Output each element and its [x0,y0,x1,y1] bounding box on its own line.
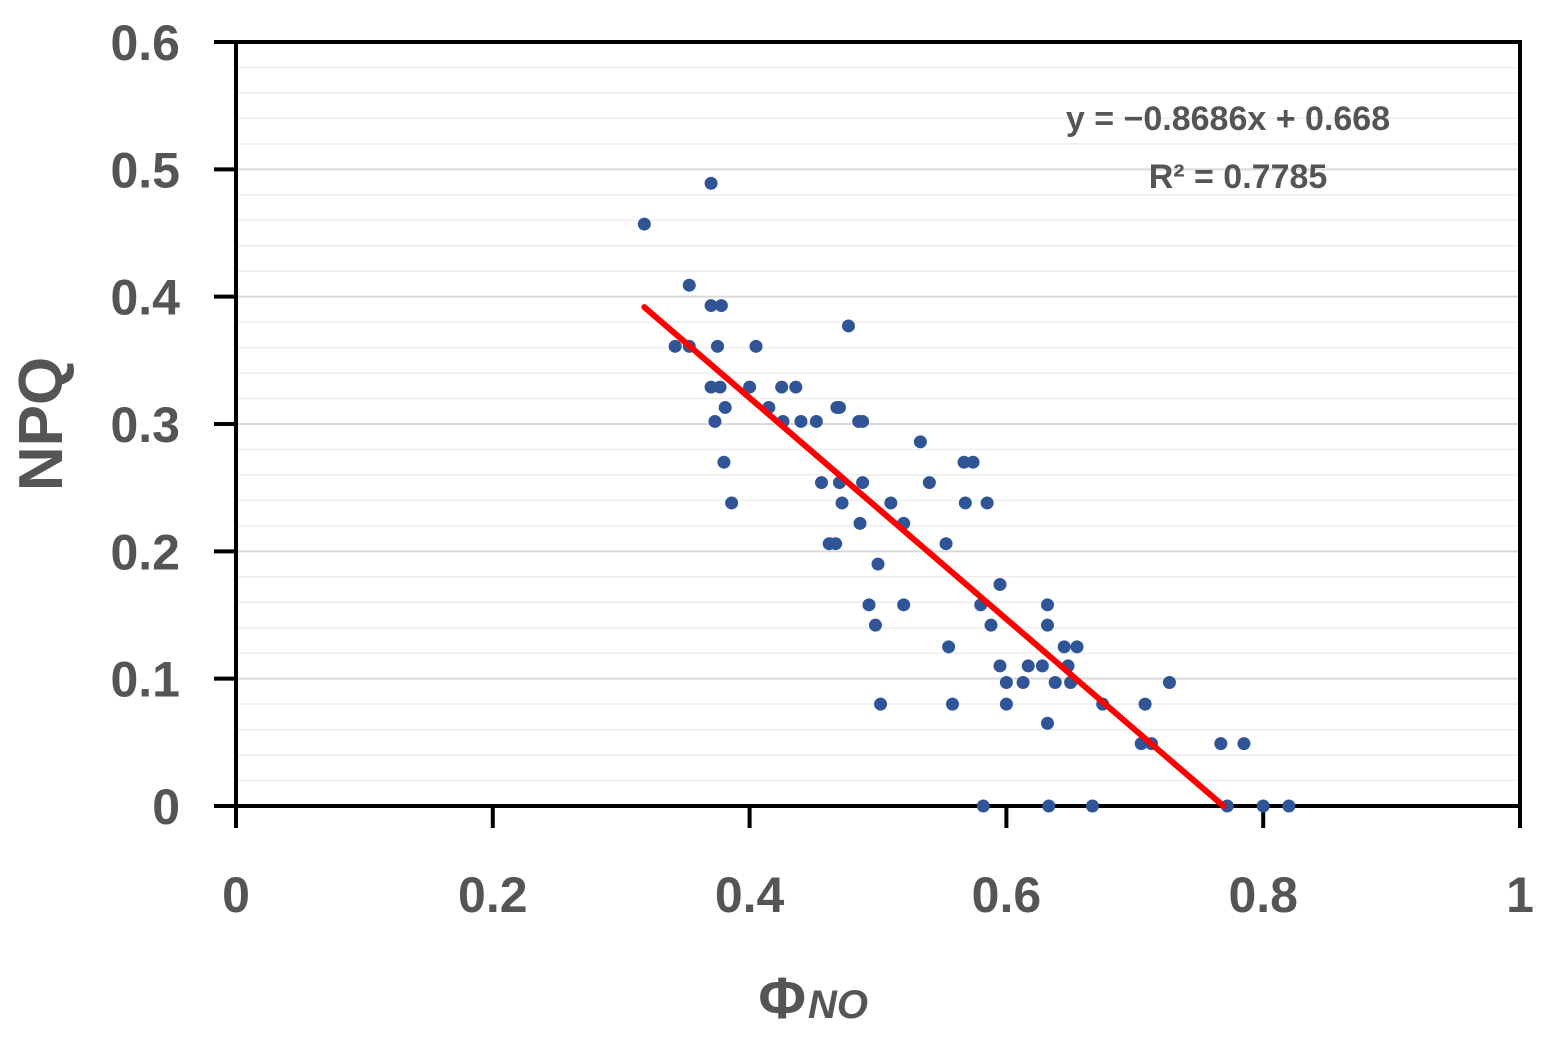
data-point [1021,659,1035,673]
data-point [775,380,789,394]
y-tick-label: 0.2 [110,524,180,580]
x-tick-label: 0.4 [715,867,785,923]
data-point [832,400,846,414]
data-point [957,455,971,469]
data-point [945,697,959,711]
data-point [958,496,972,510]
trendline [641,304,1227,809]
data-point [1214,737,1228,751]
data-point [789,380,803,394]
data-point [884,496,898,510]
data-point [1162,675,1176,689]
x-axis-title: Φ [758,966,806,1031]
data-point [1282,799,1296,813]
data-point [871,557,885,571]
data-point [1070,640,1084,654]
y-axis-title: NPQ [7,357,76,491]
data-point [939,537,953,551]
data-point [682,278,696,292]
data-point [999,675,1013,689]
x-tick-label: 0.8 [1228,867,1298,923]
data-point [711,339,724,353]
data-point [815,476,829,490]
x-axis-ticks: 0 0.2 0.4 0.6 0.8 1 [222,806,1534,923]
data-point [868,618,882,632]
data-point [835,496,849,510]
y-tick-label: 0 [152,779,180,835]
data-point [1040,598,1054,612]
x-tick-label: 0.6 [972,867,1042,923]
data-point [856,414,870,428]
data-point [966,455,980,469]
minor-gridlines [236,66,1520,782]
data-point [717,455,731,469]
data-point [984,618,998,632]
data-point [718,400,732,414]
data-point [841,319,855,333]
data-point [1256,799,1270,813]
data-point [993,577,1007,591]
data-point [980,496,994,510]
trendline-equation: y = −0.8686x + 0.668 [1066,100,1390,138]
major-gridlines [236,168,1520,680]
data-point [713,380,727,394]
data-point [922,476,936,490]
data-point [853,516,867,530]
x-tick-label: 0.2 [458,867,528,923]
data-point [714,299,728,313]
data-point [637,217,651,231]
data-point [749,339,763,353]
data-point [897,598,911,612]
data-point [999,697,1013,711]
data-point [809,414,823,428]
data-point [942,640,956,654]
data-point [1035,659,1049,673]
data-point [862,598,876,612]
data-point [856,476,870,490]
data-point [708,414,722,428]
data-point [913,435,927,449]
y-tick-label: 0.4 [110,270,180,326]
data-point [704,299,718,313]
data-point [704,176,718,190]
data-point [976,799,990,813]
data-point [704,380,718,394]
data-point [1048,675,1062,689]
y-tick-label: 0.1 [110,652,180,708]
y-axis-ticks: 0 0.1 0.2 0.3 0.4 0.5 0.6 [110,15,236,835]
data-point [874,697,888,711]
data-point [794,414,808,428]
data-point [725,496,739,510]
data-point [743,380,757,394]
y-tick-label: 0.3 [110,397,180,453]
y-tick-label: 0.5 [110,142,180,198]
x-tick-label: 1 [1506,867,1534,923]
data-point [829,537,843,551]
data-point [993,659,1007,673]
data-point [1040,618,1054,632]
data-point [1085,799,1099,813]
data-point [1138,697,1152,711]
r-squared-label: R² = 0.7785 [1149,158,1328,196]
data-point [1042,799,1056,813]
data-point [668,339,682,353]
data-points [637,176,1296,813]
data-point [1016,675,1030,689]
x-axis-title-subscript: NO [808,983,868,1027]
y-tick-label: 0.6 [110,15,180,71]
data-point [1237,737,1251,751]
data-point [1040,716,1054,730]
data-point [1057,640,1071,654]
x-tick-label: 0 [222,867,250,923]
